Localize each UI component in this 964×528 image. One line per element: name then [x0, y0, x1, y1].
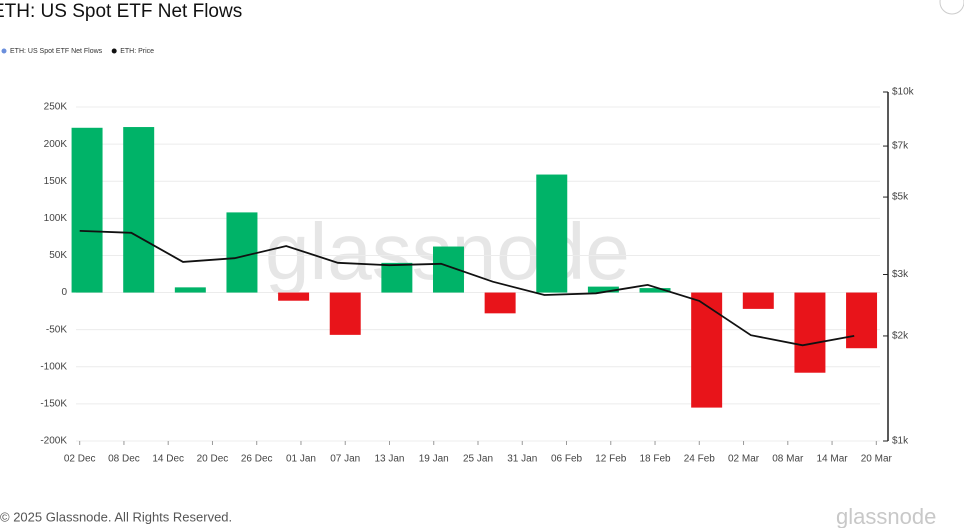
x-tick-label: 08 Dec	[108, 454, 140, 465]
bar	[226, 212, 258, 293]
x-tick-label: 14 Mar	[816, 454, 848, 465]
y-tick-label: -50K	[46, 324, 67, 335]
y2-tick-label: $3k	[892, 269, 909, 280]
x-tick-label: 26 Dec	[241, 454, 273, 465]
x-tick-label: 01 Jan	[286, 454, 316, 465]
bar	[329, 292, 361, 335]
x-tick-label: 20 Mar	[861, 454, 893, 465]
y-tick-label: 150K	[44, 176, 68, 187]
y2-tick-label: $10k	[892, 87, 915, 98]
bar	[71, 127, 103, 293]
bar	[123, 127, 155, 293]
x-tick-label: 02 Dec	[64, 454, 96, 465]
y2-tick-label: $7k	[892, 141, 909, 152]
bar	[278, 292, 310, 301]
expand-button[interactable]	[939, 0, 964, 15]
y2-tick-label: $1k	[892, 436, 909, 447]
y-tick-label: 50K	[49, 250, 67, 261]
x-tick-label: 13 Jan	[374, 454, 404, 465]
legend-label: ETH: Price	[120, 48, 154, 55]
bar	[536, 174, 568, 293]
legend-marker	[1, 48, 7, 54]
x-tick-label: 02 Mar	[728, 454, 760, 465]
bar	[794, 292, 826, 373]
bar	[742, 292, 774, 309]
price-line	[79, 230, 855, 347]
y-tick-label: 100K	[44, 213, 68, 224]
chart-title: ETH: US Spot ETF Net Flows	[0, 1, 242, 22]
x-tick-label: 19 Jan	[419, 454, 449, 465]
bar	[381, 262, 413, 293]
bar	[639, 288, 671, 293]
x-tick-label: 31 Jan	[507, 454, 537, 465]
legend-label: ETH: US Spot ETF Net Flows	[10, 48, 103, 55]
x-tick-label: 14 Dec	[152, 454, 184, 465]
y-tick-label: -150K	[40, 399, 67, 410]
x-tick-label: 25 Jan	[463, 454, 493, 465]
bar	[174, 287, 206, 293]
bar	[691, 292, 723, 408]
x-tick-label: 20 Dec	[197, 454, 229, 465]
y-tick-label: -200K	[40, 436, 67, 447]
x-tick-label: 07 Jan	[330, 454, 360, 465]
x-tick-label: 12 Feb	[595, 454, 627, 465]
y2-tick-label: $5k	[892, 192, 909, 203]
x-tick-label: 18 Feb	[639, 454, 671, 465]
x-tick-label: 06 Feb	[551, 454, 583, 465]
x-tick-label: 24 Feb	[684, 454, 716, 465]
y-tick-label: 0	[61, 287, 67, 298]
y-tick-label: 250K	[44, 102, 68, 113]
footer-logo: glassnode	[836, 504, 936, 528]
y2-tick-label: $2k	[892, 331, 909, 342]
y-tick-label: 200K	[44, 139, 68, 150]
legend-marker	[111, 48, 117, 54]
bar	[587, 286, 619, 293]
y-tick-label: -100K	[40, 361, 67, 372]
bar	[846, 292, 878, 349]
bar	[484, 292, 516, 314]
x-tick-label: 08 Mar	[772, 454, 804, 465]
footer: © 2025 Glassnode. All Rights Reserved.	[0, 509, 232, 524]
